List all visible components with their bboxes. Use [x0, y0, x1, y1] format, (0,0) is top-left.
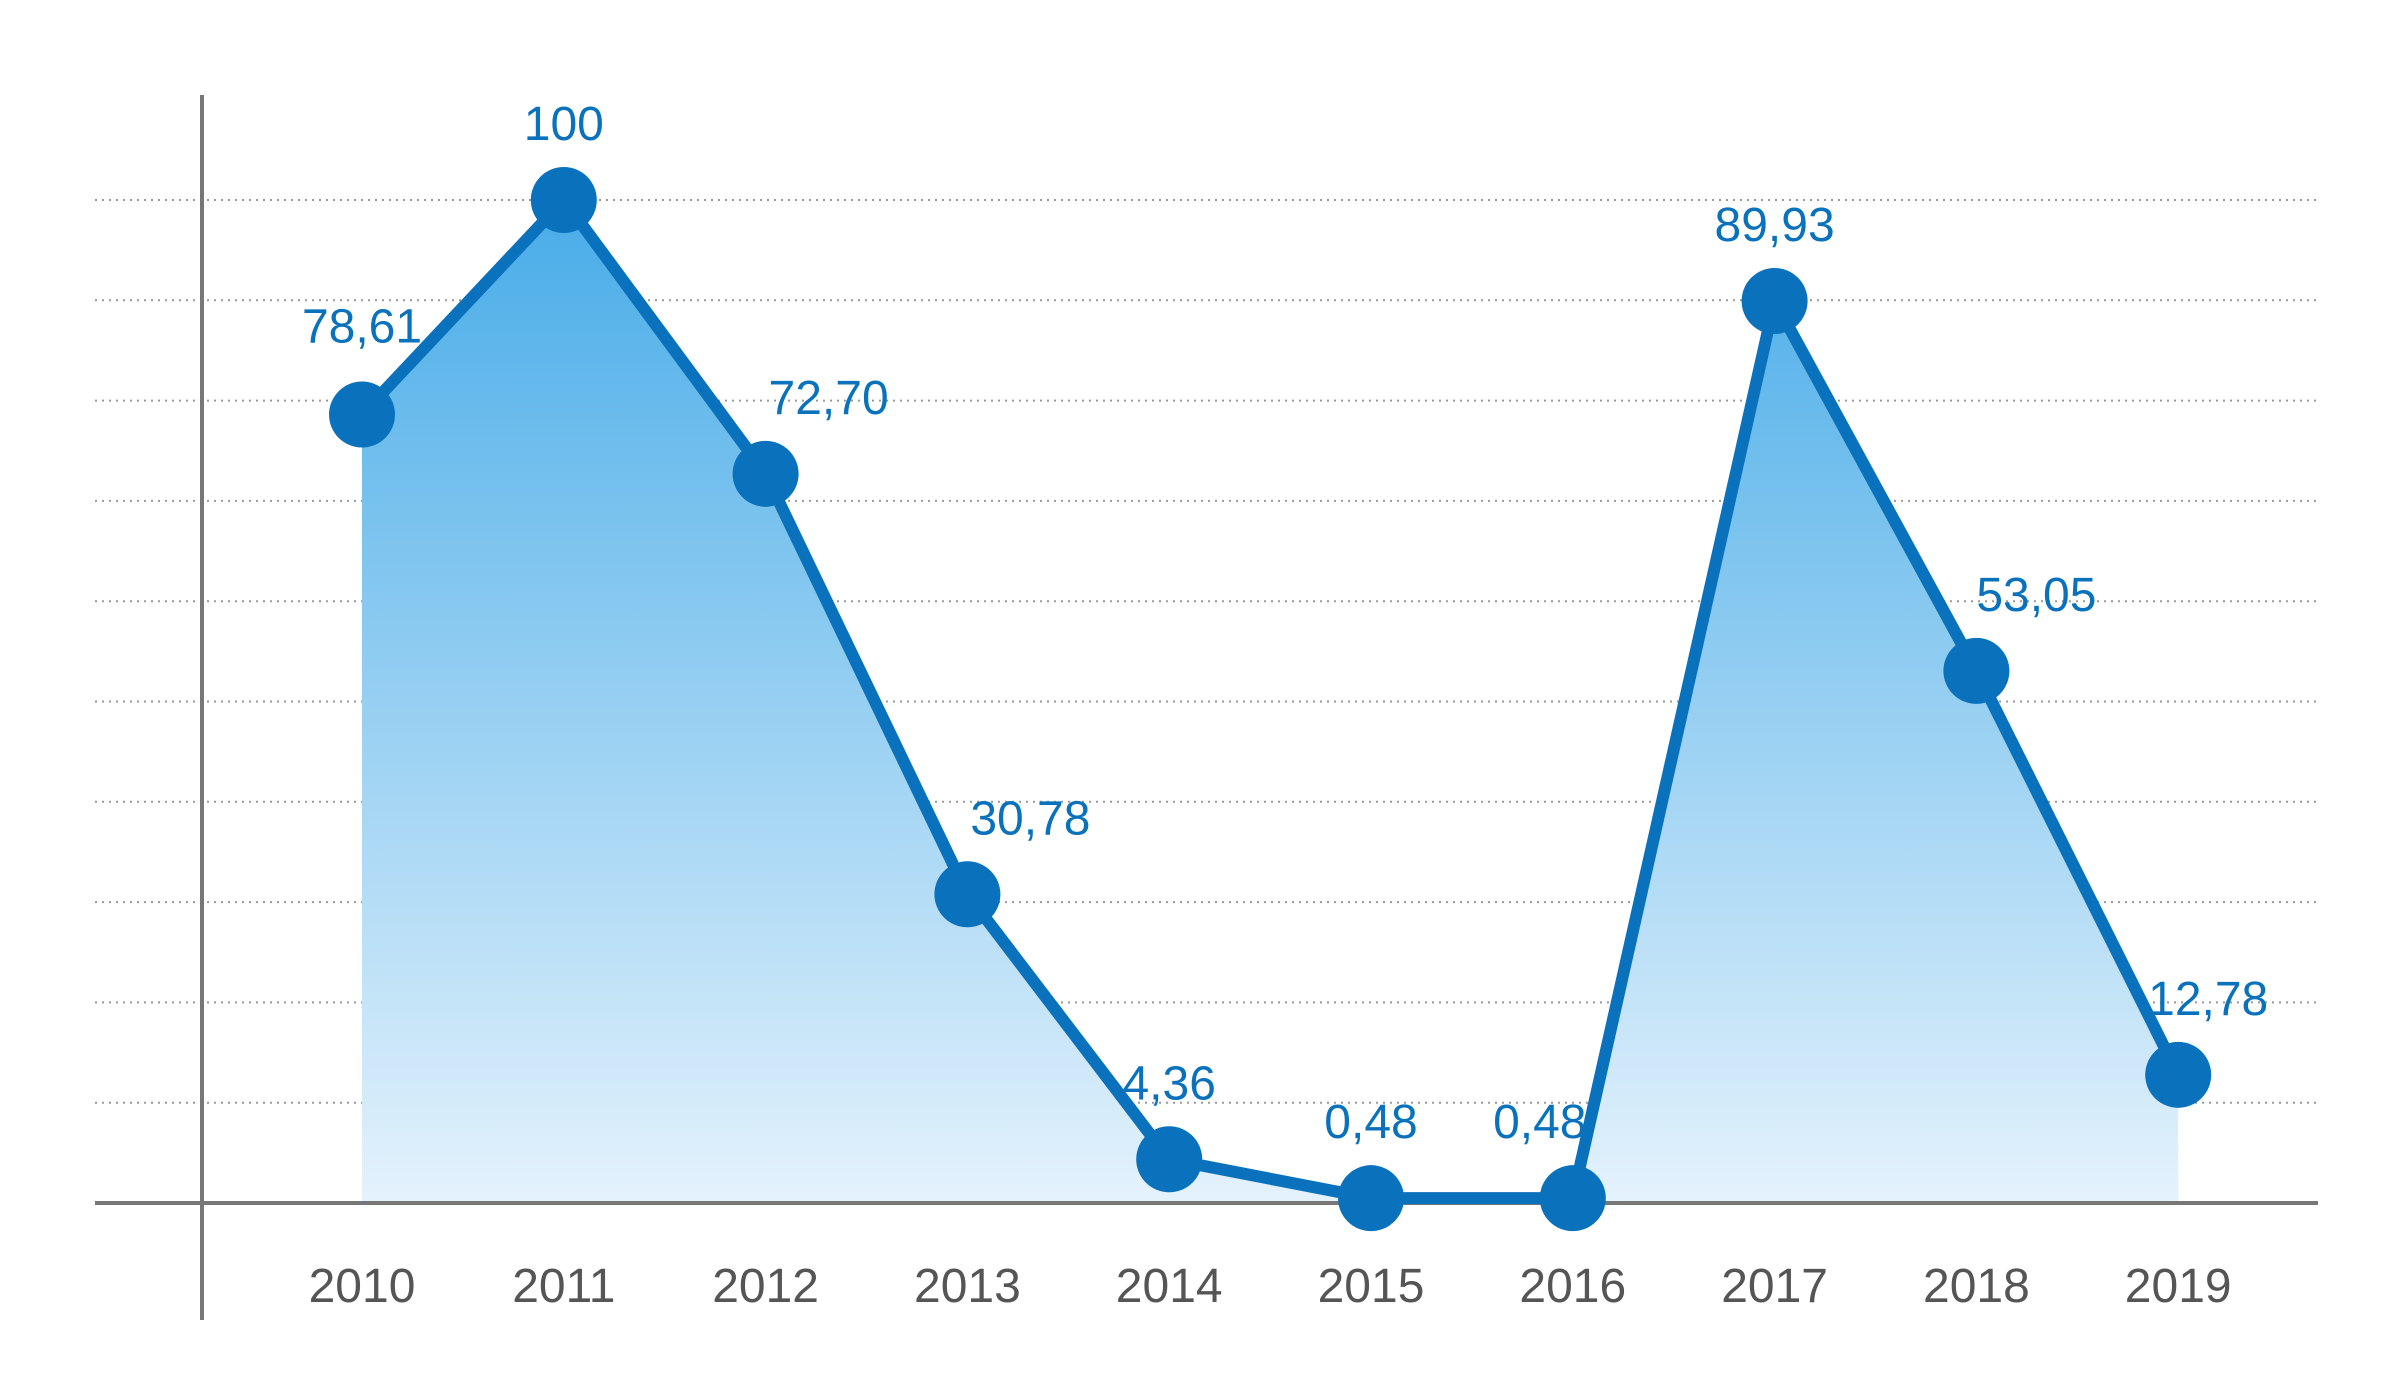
data-label-2011: 100	[524, 98, 604, 151]
x-tick-label-2013: 2013	[914, 1260, 1021, 1313]
data-label-2010: 78,61	[302, 301, 422, 354]
x-tick-label-2010: 2010	[309, 1260, 416, 1313]
data-point-2015	[1338, 1165, 1404, 1232]
data-label-2019: 12,78	[2148, 973, 2268, 1026]
data-point-2010	[329, 381, 395, 448]
x-tick-labels: 2010 2011 2012 2013 2014 2015 2016 2017 2018 2019	[309, 1260, 2232, 1313]
x-tick-label-2019: 2019	[2125, 1260, 2232, 1313]
x-tick-label-2016: 2016	[1519, 1260, 1626, 1313]
x-tick-label-2017: 2017	[1721, 1260, 1828, 1313]
data-label-2016: 0,48	[1493, 1096, 1586, 1149]
x-tick-label-2015: 2015	[1318, 1260, 1425, 1313]
series-polyline	[356, 194, 2185, 1205]
data-point-2016	[1539, 1165, 1606, 1232]
data-labels: 78,61 100 72,70 30,78 4,36 0,48 0,48 89,93 53,05…	[302, 98, 2268, 1149]
series-line	[356, 194, 2185, 1205]
data-point-2019	[2145, 1041, 2212, 1108]
axes	[95, 95, 2318, 1320]
markers	[329, 167, 2212, 1232]
data-point-2011	[530, 167, 597, 233]
area-fill	[362, 200, 2179, 1203]
x-tick-label-2012: 2012	[712, 1260, 819, 1313]
data-label-2012: 72,70	[769, 372, 889, 425]
x-tick-label-2018: 2018	[1923, 1260, 2030, 1313]
data-label-2017: 89,93	[1715, 199, 1835, 252]
series-area	[362, 200, 2179, 1203]
data-point-2014	[1136, 1126, 1203, 1193]
data-label-2013: 30,78	[970, 792, 1090, 845]
data-point-2012	[732, 440, 799, 507]
data-point-2013	[934, 861, 1001, 928]
x-tick-label-2011: 2011	[512, 1260, 615, 1313]
data-label-2018: 53,05	[1976, 569, 2096, 622]
x-tick-label-2014: 2014	[1116, 1260, 1223, 1313]
data-label-2015: 0,48	[1324, 1096, 1417, 1149]
data-point-2018	[1943, 637, 2010, 704]
data-point-2017	[1741, 268, 1808, 335]
data-label-2014: 4,36	[1122, 1057, 1215, 1110]
